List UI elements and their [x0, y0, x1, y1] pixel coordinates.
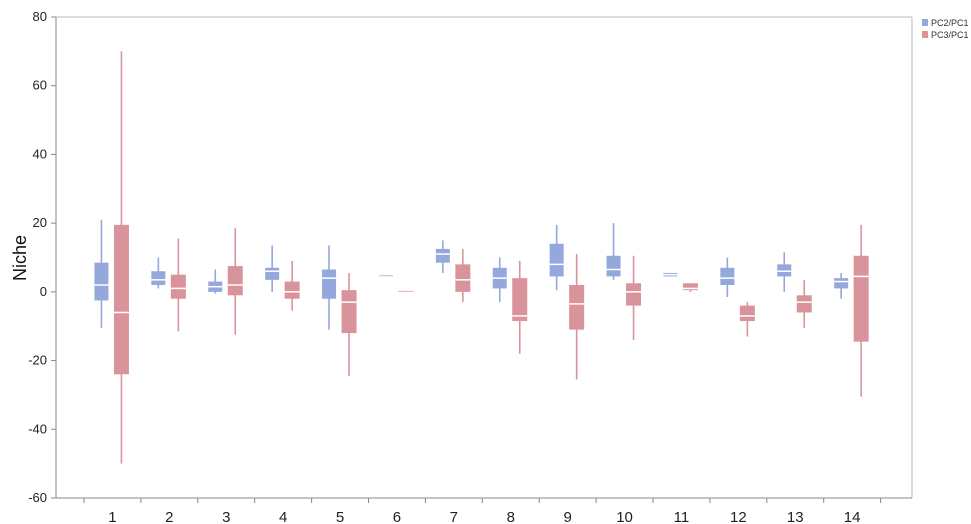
box-series-group	[94, 51, 869, 464]
box-body	[94, 262, 109, 301]
box-body	[569, 284, 585, 330]
box-1-5	[322, 245, 337, 330]
box-1-3	[208, 269, 223, 294]
y-axis-title: Niche	[10, 235, 30, 281]
box-2-9	[569, 254, 585, 380]
x-tick-label: 12	[730, 509, 747, 524]
x-tick-label: 11	[674, 509, 690, 524]
y-tick-label: 40	[33, 146, 47, 161]
y-tick-label: -20	[28, 353, 47, 368]
y-tick-label: -60	[28, 490, 47, 505]
box-2-14	[853, 224, 869, 397]
box-body	[265, 267, 280, 280]
box-2-5	[341, 272, 357, 377]
box-2-2	[170, 238, 186, 332]
box-2-3	[227, 228, 243, 335]
box-2-4	[284, 260, 300, 311]
box-body	[853, 255, 869, 342]
legend-swatch	[922, 19, 928, 26]
box-1-14	[834, 272, 849, 299]
box-body	[151, 271, 166, 285]
x-tick-label: 6	[393, 509, 401, 524]
y-axis: -60 -40 -20 0 20 40 60 80	[28, 9, 56, 505]
box-2-11	[682, 283, 698, 292]
box-1-2	[151, 257, 166, 289]
x-tick-label: 1	[108, 509, 116, 524]
box-body	[170, 274, 186, 299]
y-tick-label: -40	[28, 421, 47, 436]
box-1-8	[492, 257, 507, 303]
box-body	[834, 278, 849, 289]
box-1-4	[265, 245, 280, 292]
box-2-7	[455, 248, 471, 303]
box-body	[739, 305, 755, 322]
box-1-1	[94, 219, 109, 328]
box-2-8	[512, 260, 528, 354]
box-1-10	[606, 223, 621, 280]
x-tick-label: 10	[616, 509, 633, 524]
box-body	[284, 281, 300, 299]
box-2-13	[796, 279, 812, 328]
x-tick-label: 3	[222, 509, 230, 524]
box-body	[455, 264, 471, 292]
box-2-10	[626, 255, 642, 340]
plot-frame	[55, 16, 913, 499]
box-body	[606, 255, 621, 277]
legend-swatch	[922, 31, 928, 38]
box-1-13	[777, 252, 792, 292]
box-body	[227, 266, 243, 296]
box-1-12	[720, 257, 735, 298]
box-body	[512, 278, 528, 322]
legend: PC2/PC1 PC3/PC1	[922, 18, 969, 40]
box-body	[435, 248, 450, 263]
x-tick-label: 2	[165, 509, 173, 524]
box-2-12	[739, 302, 755, 337]
series-1-boxes	[94, 219, 849, 330]
x-tick-label: 4	[279, 509, 287, 524]
box-body	[626, 283, 642, 306]
box-1-6	[378, 273, 393, 277]
legend-label: PC2/PC1	[931, 18, 969, 28]
x-tick-label: 13	[787, 509, 804, 524]
box-body	[796, 295, 812, 313]
box-body	[113, 224, 129, 375]
series-2-boxes	[113, 51, 869, 464]
x-tick-label: 5	[336, 509, 344, 524]
box-body	[720, 267, 735, 285]
box-body	[341, 290, 357, 334]
box-1-11	[663, 272, 678, 277]
y-tick-label: 0	[40, 284, 47, 299]
x-tick-label: 7	[450, 509, 458, 524]
box-1-9	[549, 224, 564, 291]
box-body	[322, 269, 337, 299]
box-2-1	[113, 51, 129, 464]
box-2-6	[398, 289, 414, 292]
box-body	[549, 243, 564, 277]
x-tick-label: 14	[844, 509, 861, 524]
legend-label: PC3/PC1	[931, 30, 969, 40]
y-tick-label: 20	[33, 215, 47, 230]
x-tick-label: 9	[563, 509, 571, 524]
y-tick-label: 80	[33, 9, 47, 24]
box-body	[777, 264, 792, 277]
y-tick-label: 60	[33, 78, 47, 93]
box-body	[682, 283, 698, 291]
x-axis: 1 2 3 4 5 6 7 8 9 10 11 12 13 14	[83, 498, 882, 524]
box-1-7	[435, 240, 450, 273]
x-tick-label: 8	[507, 509, 515, 524]
